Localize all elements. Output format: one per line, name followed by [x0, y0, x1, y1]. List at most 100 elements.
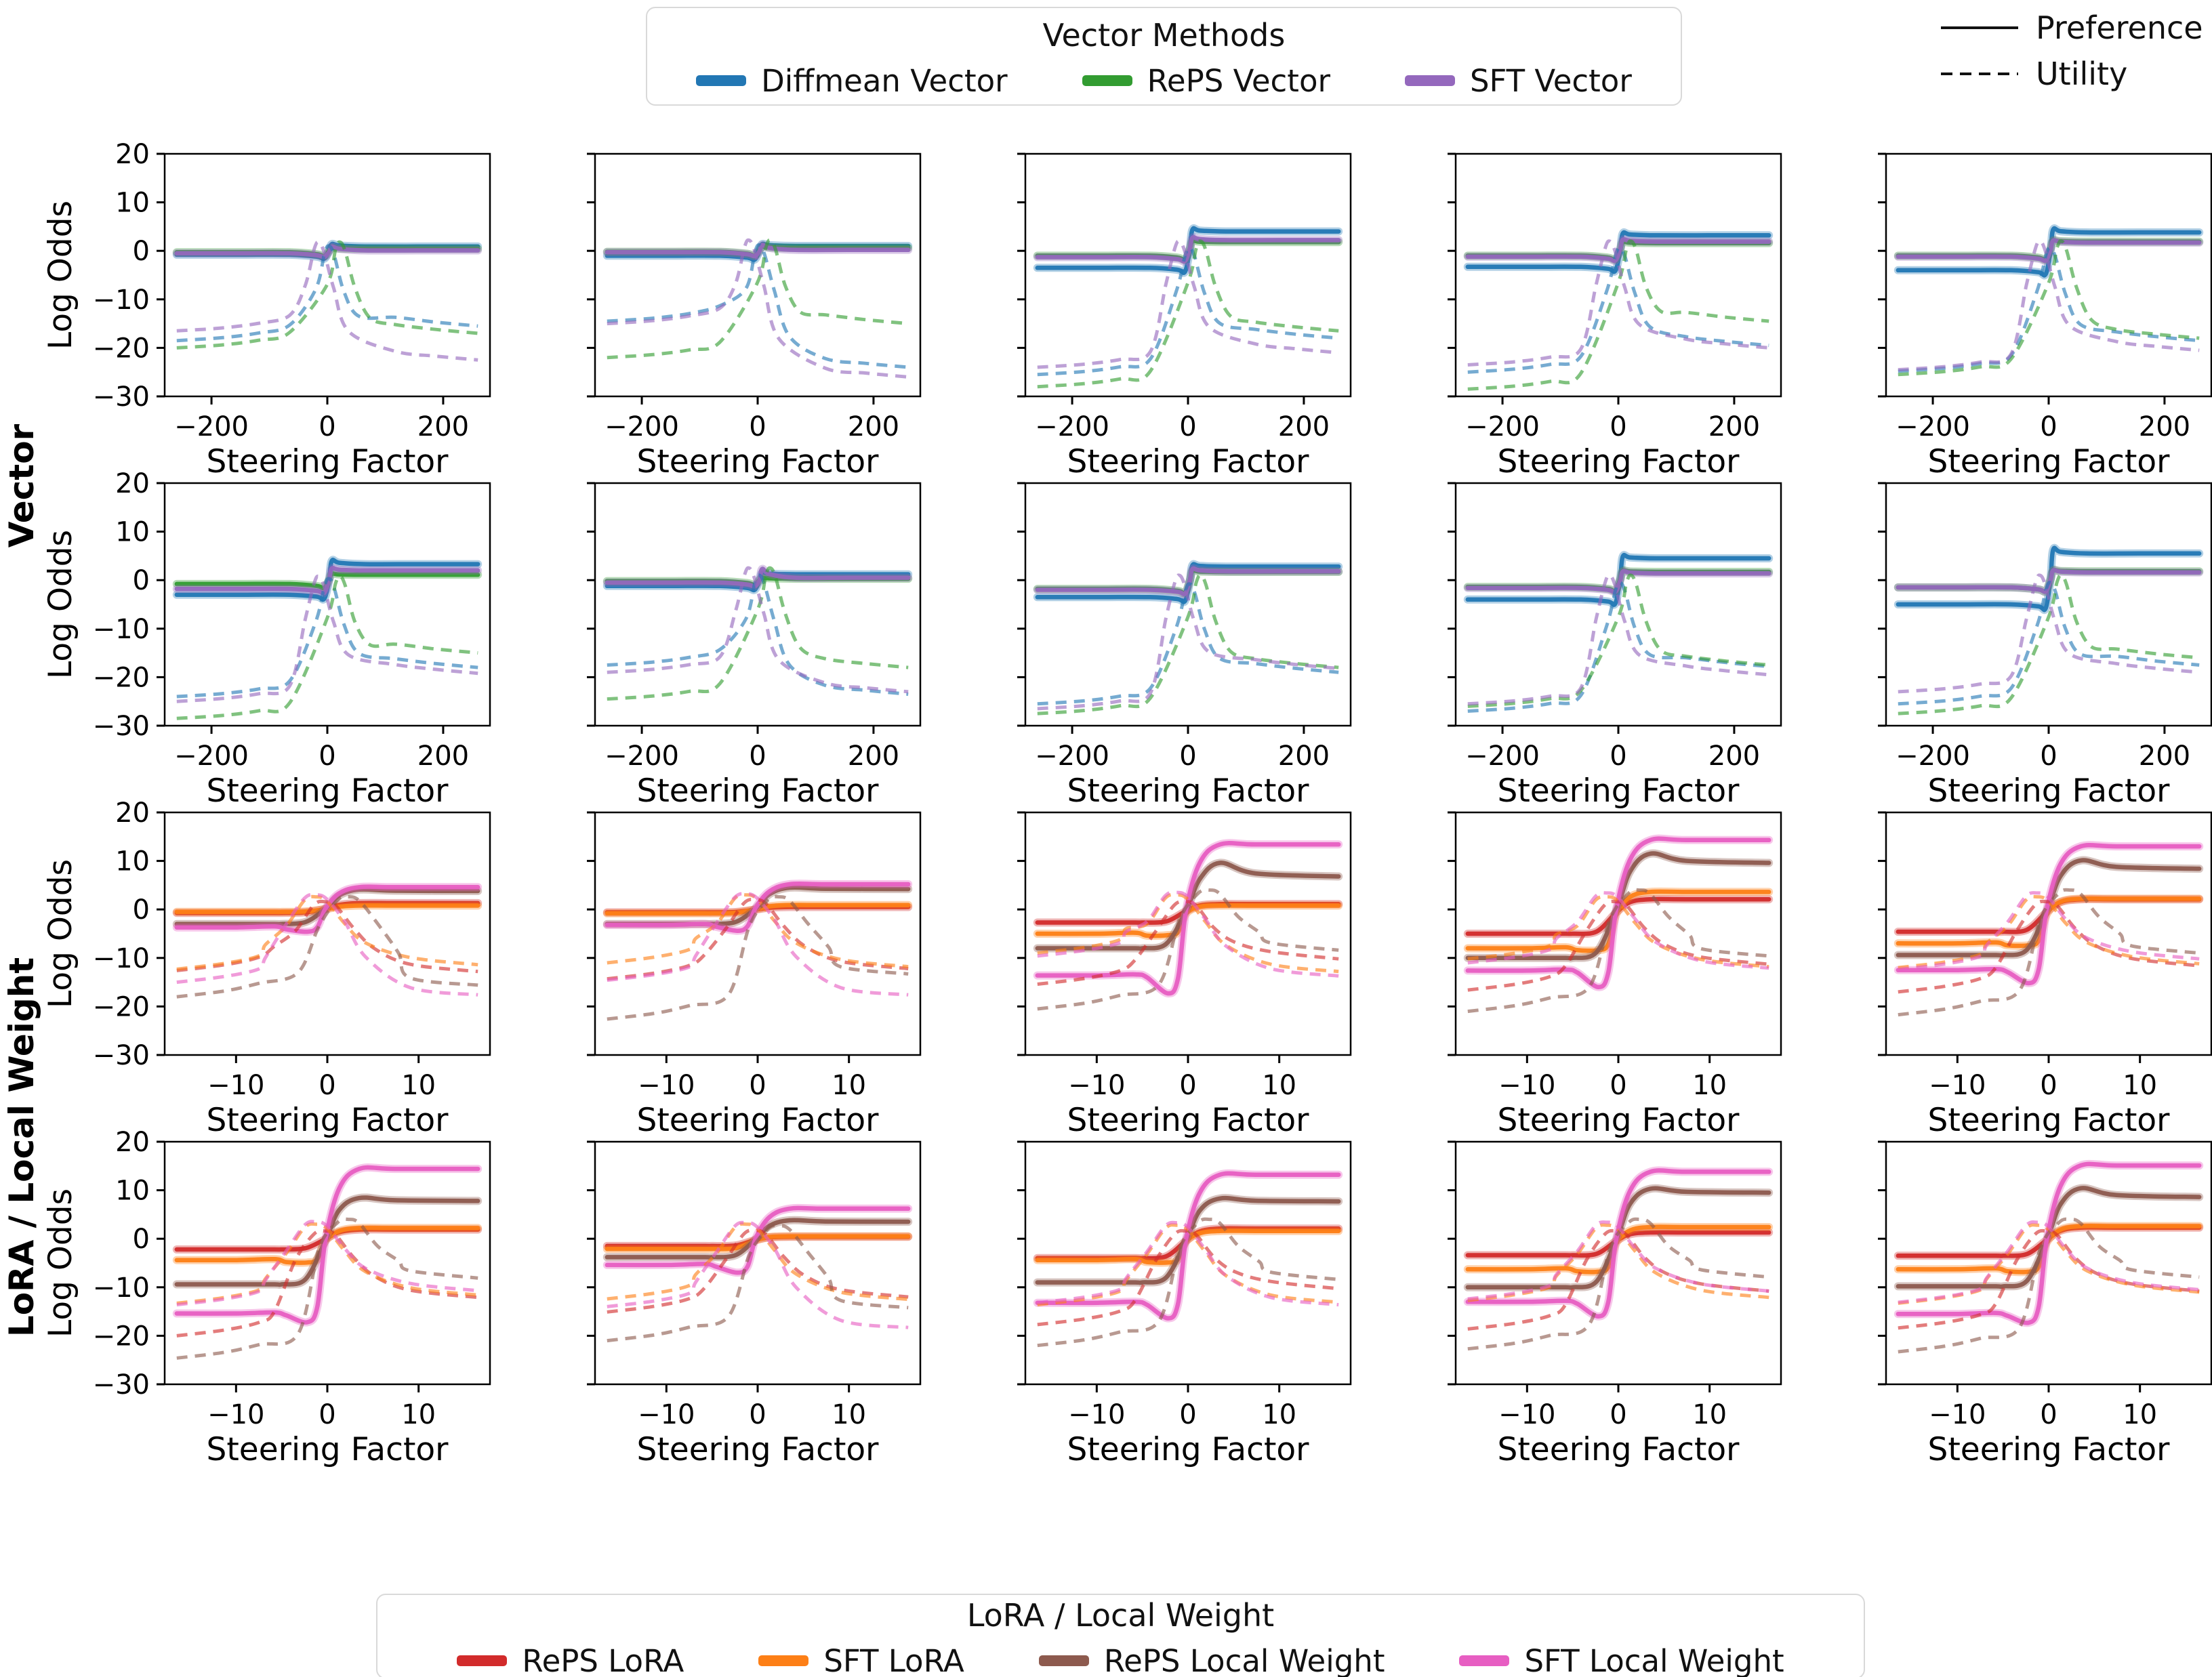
reps_lora-preference-line [1465, 896, 1771, 936]
axes-frame [1024, 152, 1352, 398]
sft_lw-preference-line [1035, 841, 1341, 996]
sft_vector-preference-line [1465, 568, 1771, 595]
subplot-r2-c3: −200 0 200 Steering Factor [1017, 482, 1352, 810]
sft_lora-preference-line [605, 903, 911, 916]
sft_lw-utility-line [1898, 1220, 2200, 1304]
x-tick-label: 200 [848, 741, 899, 772]
subplot-r4-c4: −10 0 10 Steering Factor [1448, 1140, 1782, 1468]
x-tick-label: −10 [1929, 1070, 1986, 1101]
row-group-label-vector: Vector [2, 423, 41, 548]
axes-frame [163, 152, 491, 398]
x-tick-label: 10 [1692, 1070, 1727, 1101]
y-tick-label: −10 [93, 614, 150, 645]
y-tick-label: −30 [93, 1040, 150, 1071]
sft_vector-preference-line [1896, 238, 2202, 264]
diffmean-utility-line [176, 244, 478, 343]
x-tick-label: −200 [605, 411, 679, 442]
legend-vector-title: Vector Methods [1042, 17, 1286, 54]
sft_lw-preference-line [605, 881, 911, 933]
sft_vector-preference-line [1035, 234, 1341, 264]
reps_vector-utility-line [1467, 239, 1769, 391]
reps_lw-preference-line [1035, 1195, 1341, 1285]
sft_vector-preference-line [605, 566, 911, 589]
sft_lw-preference-line [1896, 1161, 2202, 1325]
sft_lw-preference-line [174, 1165, 480, 1325]
y-tick-label: 20 [115, 798, 150, 829]
y-tick-label: 20 [115, 468, 150, 499]
subplot-r1-c5: −200 0 200 Steering Factor [1878, 152, 2212, 480]
x-axis-label: Steering Factor [1928, 1102, 2171, 1139]
sft_vector-utility-line [1037, 573, 1339, 711]
x-axis-label: Steering Factor [1067, 443, 1310, 480]
diffmean-utility-line [1467, 246, 1769, 374]
subplot-r3-c3: −10 0 10 Steering Factor [1017, 811, 1352, 1139]
reps_lw-preference-line [174, 887, 480, 927]
x-tick-label: 0 [319, 1070, 335, 1101]
diffmean-utility-line [1898, 581, 2200, 706]
x-tick-label: 10 [832, 1399, 866, 1430]
y-tick-label: 10 [115, 517, 150, 548]
sft_lora-preference-line [1896, 1223, 2202, 1275]
x-tick-label: 0 [1610, 1399, 1626, 1430]
x-tick-label: −10 [1498, 1070, 1555, 1101]
y-tick-label: 20 [115, 1127, 150, 1158]
sft_lw-utility-line [1898, 890, 2200, 972]
legend-item-reps_lora: RePS LoRA [457, 1643, 684, 1677]
x-tick-label: 0 [2040, 1070, 2057, 1101]
x-axis-label: Steering Factor [1067, 772, 1310, 810]
utility-line-sample-icon [1941, 73, 2018, 75]
sft_lw-utility-line [1467, 1220, 1769, 1301]
x-tick-label: 0 [749, 411, 766, 442]
sft_vector-utility-line [176, 240, 478, 362]
x-tick-label: 10 [832, 1070, 866, 1101]
y-tick-label: −20 [93, 662, 150, 693]
x-tick-label: 0 [749, 1070, 766, 1101]
x-axis-label: Steering Factor [1928, 443, 2171, 480]
x-axis-label: Steering Factor [1067, 1431, 1310, 1468]
x-tick-label: 0 [319, 411, 335, 442]
x-tick-label: −10 [207, 1399, 264, 1430]
legend-label-preference: Preference [2036, 9, 2203, 46]
diffmean-utility-line [176, 577, 478, 699]
sft_lora-preference-line [1465, 1224, 1771, 1275]
subplot-r1-c3: −200 0 200 Steering Factor [1017, 152, 1352, 480]
x-tick-label: −200 [174, 741, 249, 772]
reps_lw-preference-line [1465, 851, 1771, 961]
x-axis-label: Steering Factor [637, 1431, 880, 1468]
y-tick-label: −20 [93, 991, 150, 1022]
x-axis-label: Steering Factor [1928, 1431, 2171, 1468]
row-group-label-lora: LoRA / Local Weight [2, 957, 41, 1338]
axes-frame [594, 152, 922, 398]
x-tick-label: −200 [1896, 741, 1970, 772]
x-tick-label: 0 [319, 1399, 335, 1430]
subplot-r2-c1: −200 0 200 20 10 0 −10 −20 −30 Steering Factor Log… [42, 468, 491, 810]
sft_lw-preference-line [1465, 836, 1771, 990]
subplot-canvas-r3-c1: −10 0 10 20 10 0 −10 −20 −30 Steering Factor Log O… [42, 798, 491, 1139]
y-tick-label: 0 [133, 1224, 150, 1255]
x-tick-label: −10 [207, 1070, 264, 1101]
reps_lw-preference-line [605, 1218, 911, 1260]
sft_lw-utility-line [1037, 1220, 1339, 1307]
sft_lw-utility-line [1037, 890, 1339, 978]
x-tick-label: 10 [1692, 1399, 1727, 1430]
subplot-r4-c2: −10 0 10 Steering Factor [587, 1140, 922, 1468]
reps_lw-utility-line [607, 1223, 909, 1343]
x-tick-label: −200 [174, 411, 249, 442]
x-axis-label: Steering Factor [207, 1102, 449, 1139]
x-tick-label: 10 [1262, 1399, 1296, 1430]
y-axis-label: Log Odds [42, 530, 79, 679]
sft_vector-utility-line [1467, 239, 1769, 367]
x-tick-label: −200 [1896, 411, 1970, 442]
reps_vector-utility-line [1467, 573, 1769, 708]
y-tick-label: −20 [93, 333, 150, 364]
x-axis-label: Steering Factor [1498, 443, 1740, 480]
diffmean-utility-line [1037, 246, 1339, 377]
x-axis-label: Steering Factor [637, 443, 880, 480]
x-axis-label: Steering Factor [207, 772, 449, 810]
y-axis-label: Log Odds [42, 1188, 79, 1338]
